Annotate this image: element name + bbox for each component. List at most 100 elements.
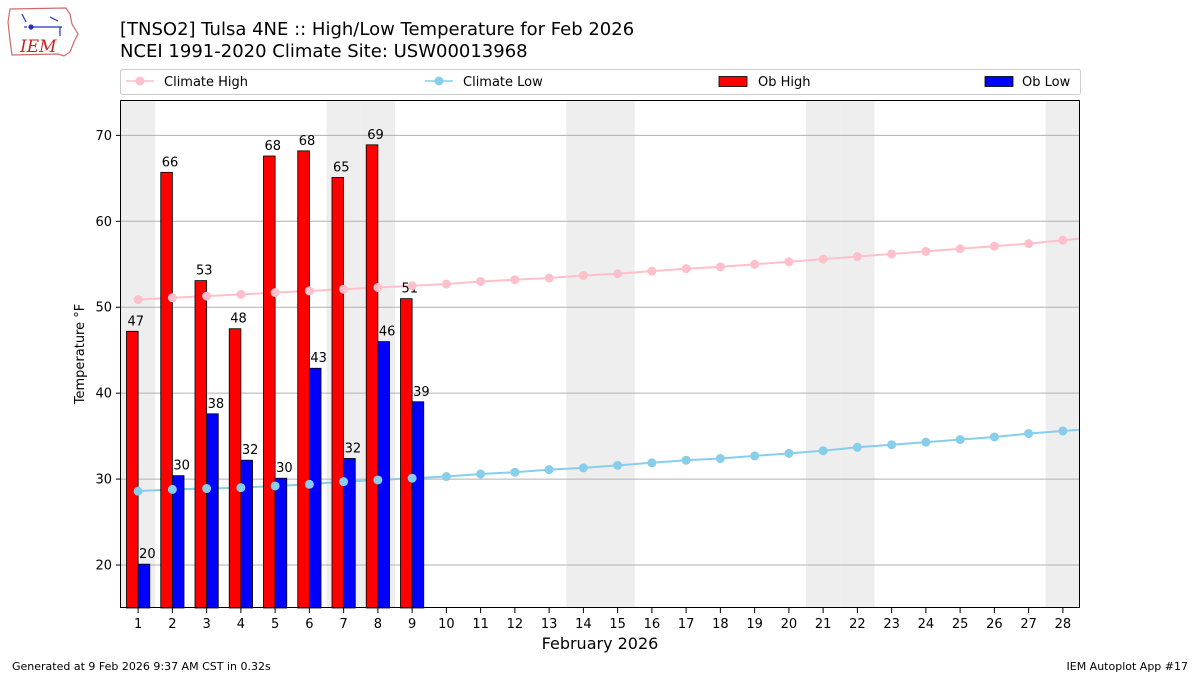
ob-low-bar [411, 401, 425, 609]
climate-low-marker [852, 442, 862, 452]
observed-bars [126, 144, 425, 609]
legend-climate-low-marker [434, 76, 444, 86]
ob-low-value-label: 46 [379, 325, 396, 340]
ob-high-bar [400, 298, 413, 609]
ob-low-value-label: 30 [173, 459, 190, 474]
climate-high-marker [202, 291, 212, 301]
weekend-band-22 [840, 101, 875, 608]
x-tick-label: 10 [438, 617, 455, 632]
y-tick-label: 40 [95, 387, 112, 402]
climate-low-marker [133, 486, 143, 496]
x-tick-label: 7 [339, 617, 347, 632]
y-tick-label: 50 [95, 301, 112, 316]
x-tick-label: 22 [849, 617, 866, 632]
ob-high-bar [365, 144, 379, 609]
ob-high-bar [263, 155, 276, 609]
chart-title: [TNSO2] Tulsa 4NE :: High/Low Temperatur… [120, 19, 634, 40]
x-tick-label: 2 [168, 617, 176, 632]
legend-ob-low-swatch [984, 76, 1014, 87]
climate-high-marker [715, 262, 725, 272]
weekend-band-28 [1045, 101, 1080, 608]
climate-low-marker [750, 451, 760, 461]
legend-entry-ob-high: Ob High [718, 75, 811, 90]
climate-high-marker [510, 275, 520, 285]
legend-entry-climate-low: Climate Low [425, 75, 543, 90]
climate-low-marker [784, 448, 794, 458]
x-tick-label: 25 [952, 617, 969, 632]
legend-entry-ob-low: Ob Low [984, 75, 1071, 90]
climate-low-marker [202, 484, 212, 494]
climate-high-marker [476, 276, 486, 286]
climate-high-marker [613, 269, 623, 279]
climate-high-marker [887, 249, 897, 259]
legend-ob-low-label: Ob Low [1022, 75, 1071, 90]
climate-high-marker [784, 257, 794, 267]
ob-high-value-label: 65 [333, 160, 350, 175]
climate-low-marker [613, 460, 623, 470]
legend-entry-climate-high: Climate High [126, 75, 248, 90]
x-tick-label: 6 [305, 617, 313, 632]
legend-climate-high-label: Climate High [164, 75, 248, 90]
ob-high-bar [331, 177, 345, 609]
ob-high-value-label: 48 [230, 312, 247, 327]
climate-low-marker [167, 484, 177, 494]
climate-low-marker [373, 475, 383, 485]
ob-low-bar [377, 341, 390, 609]
x-tick-label: 19 [746, 617, 763, 632]
ob-high-value-label: 68 [264, 139, 281, 154]
x-tick-label: 28 [1055, 617, 1072, 632]
x-tick-label: 1 [134, 617, 142, 632]
footer-generated: Generated at 9 Feb 2026 9:37 AM CST in 0… [12, 660, 271, 673]
x-tick-label: 27 [1020, 617, 1037, 632]
gridlines [121, 134, 1080, 566]
climate-high-marker [750, 259, 760, 269]
ob-low-value-label: 32 [345, 441, 362, 456]
climate-high-marker [270, 288, 280, 298]
climate-low-marker [236, 483, 246, 493]
climate-high-marker [133, 295, 143, 305]
weather-station-icon [21, 13, 62, 36]
x-tick-label: 3 [202, 617, 210, 632]
climate-markers [133, 235, 1068, 496]
legend-climate-low-label: Climate Low [463, 75, 543, 90]
x-axis: 1 2 3 4 5 6 7 8 9 10 11 12 13 14 15 16 17 18 19 20 21 22 23 24 2… [134, 608, 1071, 632]
ob-low-bar [240, 459, 253, 609]
iem-logo: IEM [7, 7, 79, 57]
ob-high-value-label: 47 [127, 314, 144, 329]
legend-ob-high-label: Ob High [758, 75, 811, 90]
x-tick-label: 13 [541, 617, 558, 632]
climate-low-marker [715, 453, 725, 463]
ob-low-value-label: 30 [276, 461, 293, 476]
climate-low-marker [681, 455, 691, 465]
climate-low-marker [339, 477, 349, 487]
climate-low-marker [1024, 429, 1034, 439]
climate-low-marker [989, 432, 999, 442]
climate-low-marker [647, 458, 657, 468]
ob-high-bar [126, 330, 139, 609]
ob-low-bar [171, 475, 185, 609]
ob-low-value-label: 32 [242, 443, 259, 458]
x-tick-label: 26 [986, 617, 1003, 632]
legend-climate-high-marker [135, 76, 145, 86]
weekend-band-21 [806, 101, 841, 608]
legend: Climate High Climate Low Ob High Ob Low [120, 69, 1081, 95]
y-tick-label: 30 [95, 473, 112, 488]
ob-low-value-label: 39 [413, 385, 430, 400]
climate-low-marker [544, 465, 554, 475]
climate-high-marker [373, 282, 383, 292]
x-tick-label: 20 [781, 617, 798, 632]
climate-high-marker [544, 273, 554, 283]
climate-high-marker [955, 244, 965, 254]
climate-high-marker [304, 286, 314, 296]
x-tick-label: 17 [678, 617, 695, 632]
climate-low-marker [304, 479, 314, 489]
x-tick-label: 18 [712, 617, 729, 632]
y-tick-label: 70 [95, 129, 112, 144]
climate-high-marker [407, 281, 417, 291]
climate-high-marker [647, 266, 657, 276]
x-tick-label: 8 [374, 617, 382, 632]
legend-ob-high-swatch [718, 76, 748, 87]
ob-high-value-label: 66 [162, 155, 179, 170]
ob-low-bar [137, 563, 151, 609]
y-tick-label: 60 [95, 215, 112, 230]
